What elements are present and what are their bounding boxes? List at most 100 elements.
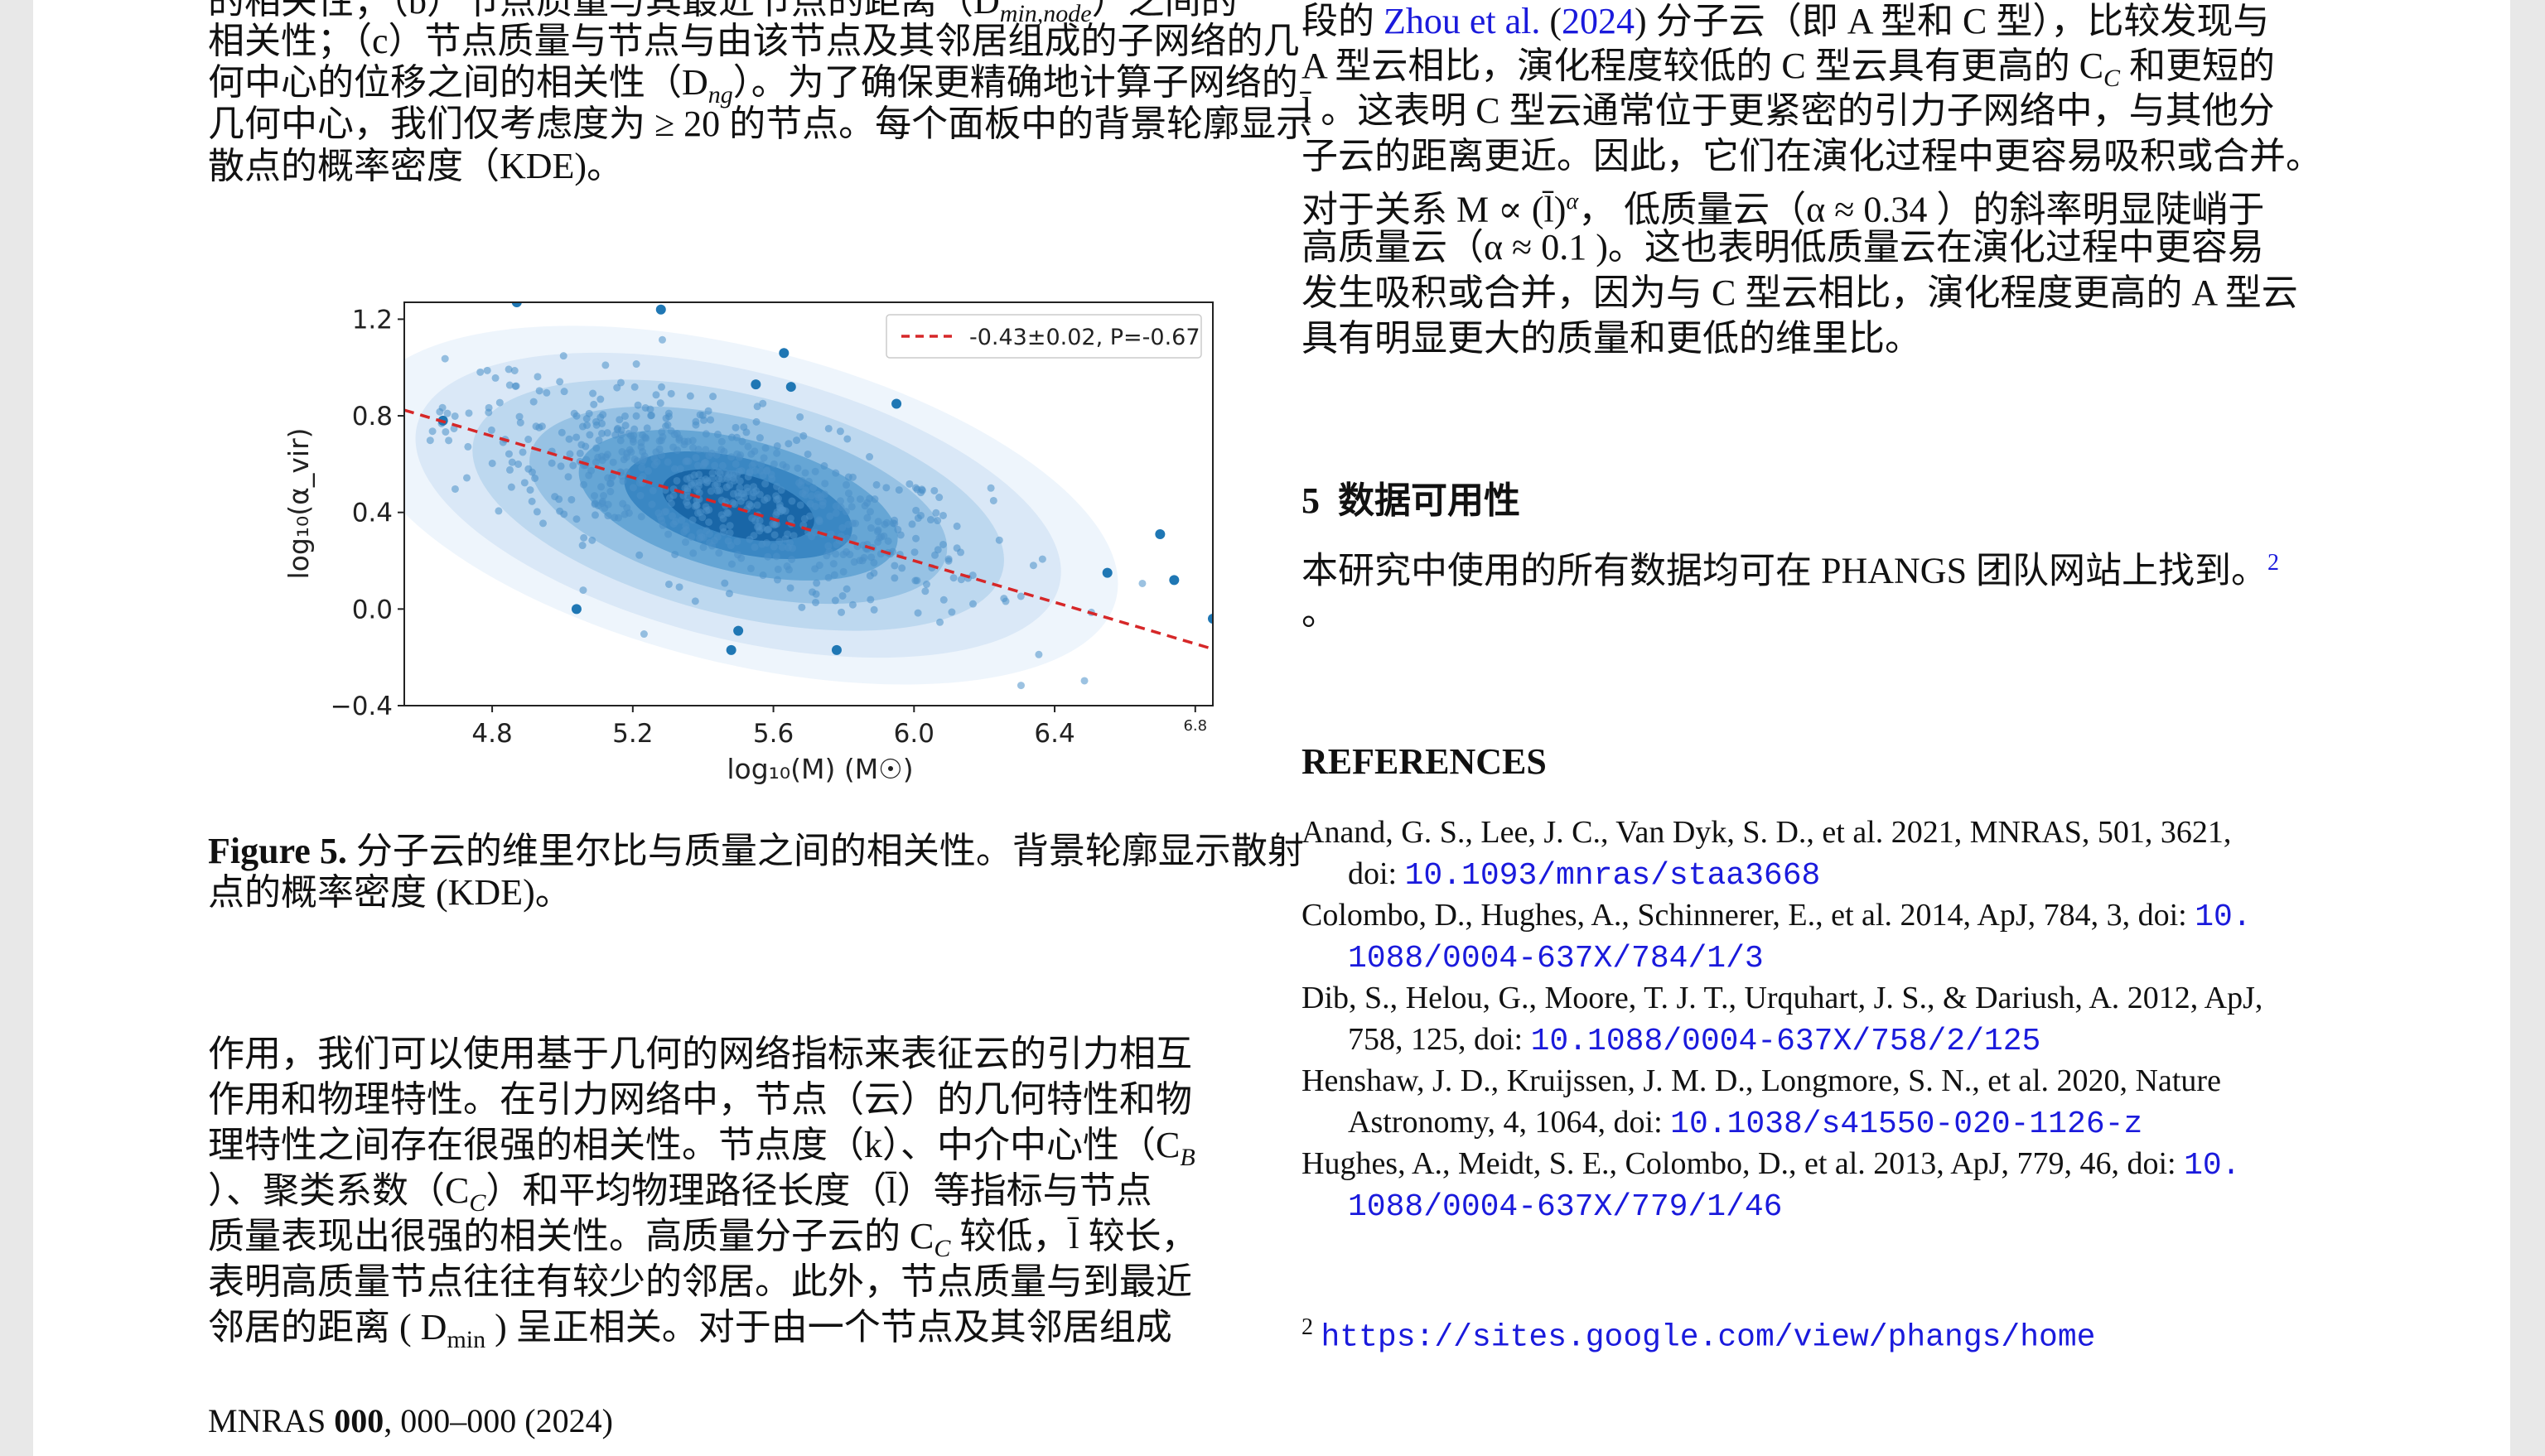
x-tick-label: 6.8 xyxy=(1183,717,1207,735)
doi-link[interactable]: 10. xyxy=(2184,1148,2241,1184)
scatter-point xyxy=(664,458,672,466)
scatter-point xyxy=(1002,597,1010,605)
scatter-point xyxy=(832,509,840,518)
scatter-point xyxy=(655,436,664,445)
left-body-line: 质量表现出很强的相关性。高质量分子云的 CC 较低，l̄ 较长， xyxy=(208,1216,1198,1262)
scatter-point xyxy=(488,459,496,467)
scatter-point xyxy=(744,442,752,451)
scatter-point xyxy=(625,509,633,517)
scatter-point xyxy=(847,495,855,504)
scatter-point xyxy=(761,480,770,488)
scatter-point xyxy=(799,521,808,529)
scatter-point xyxy=(705,506,713,514)
scatter-point xyxy=(867,595,875,604)
scatter-point xyxy=(944,555,953,563)
scatter-point xyxy=(930,486,939,494)
scatter-point xyxy=(721,579,729,587)
scatter-point xyxy=(873,528,881,536)
zhou-citation-link[interactable]: Zhou et al. xyxy=(1384,1,1541,41)
scatter-point xyxy=(1029,562,1037,570)
footnote-ref-link[interactable]: 2 xyxy=(2267,550,2280,576)
scatter-point xyxy=(655,304,666,315)
scatter-point xyxy=(804,477,813,485)
doi-link[interactable]: 10. xyxy=(2195,899,2252,935)
scatter-point xyxy=(754,523,762,531)
doi-link[interactable]: 10.1088/0004-637X/758/2/125 xyxy=(1530,1024,2041,1059)
scatter-point xyxy=(905,480,914,488)
scatter-point xyxy=(622,468,630,476)
scatter-point xyxy=(505,365,513,374)
y-tick-label: 1.2 xyxy=(352,305,393,335)
data-availability-text: 本研究中使用的所有数据均可在 PHANGS 团队网站上找到。2 xyxy=(1301,550,2280,591)
scatter-point xyxy=(812,590,820,598)
scatter-point xyxy=(1102,567,1113,578)
scatter-point xyxy=(576,449,584,457)
scatter-point xyxy=(695,478,703,486)
scatter-point xyxy=(820,462,828,470)
scatter-point xyxy=(725,590,733,598)
doi-link[interactable]: 10.1038/s41550-020-1126-z xyxy=(1670,1106,2143,1142)
scatter-point xyxy=(756,517,764,525)
scatter-point xyxy=(630,425,639,433)
scatter-point xyxy=(848,519,857,528)
scatter-point xyxy=(805,512,814,520)
scatter-point xyxy=(572,433,581,441)
scatter-point xyxy=(699,543,707,552)
scatter-point xyxy=(565,435,573,443)
scatter-point xyxy=(667,389,675,398)
scatter-point xyxy=(483,366,491,374)
scatter-point xyxy=(870,558,878,566)
scatter-point xyxy=(882,518,891,527)
scatter-point xyxy=(726,644,736,655)
scatter-point xyxy=(705,451,713,460)
scatter-point xyxy=(824,542,833,550)
scatter-point xyxy=(590,400,598,408)
scatter-point xyxy=(798,603,806,611)
scatter-point xyxy=(774,494,782,503)
scatter-point xyxy=(811,467,819,475)
doi-link-cont[interactable]: 1088/0004-637X/779/1/46 xyxy=(1348,1189,1783,1225)
doi-link-cont[interactable]: 1088/0004-637X/784/1/3 xyxy=(1348,941,1764,976)
scatter-point xyxy=(569,461,577,470)
scatter-point xyxy=(910,548,919,557)
scatter-point xyxy=(592,444,601,452)
scatter-point xyxy=(740,489,748,498)
scatter-point xyxy=(788,497,796,505)
scatter-point xyxy=(1138,579,1147,587)
scatter-point xyxy=(896,531,905,539)
zhou-year-link[interactable]: 2024 xyxy=(1562,1,1635,41)
scatter-point xyxy=(686,392,694,400)
scatter-point xyxy=(564,473,572,481)
scatter-point xyxy=(948,608,956,616)
left-text-line: 的相关性；（b）节点质量与其最近节点的距离（Dmin,node）之间的 xyxy=(208,0,1238,27)
scatter-point xyxy=(794,464,802,472)
scatter-point xyxy=(682,526,690,534)
scatter-point xyxy=(760,454,768,462)
scatter-point xyxy=(788,555,796,563)
scatter-point xyxy=(1038,555,1046,563)
scatter-point xyxy=(750,532,758,540)
scatter-point xyxy=(629,484,637,492)
phangs-url-link[interactable]: https://sites.google.com/view/phangs/hom… xyxy=(1321,1319,2096,1356)
scatter-point xyxy=(839,567,848,576)
scatter-point xyxy=(932,509,940,517)
scatter-point xyxy=(732,423,740,431)
scatter-point xyxy=(683,457,691,465)
scatter-point xyxy=(733,625,744,636)
scatter-point xyxy=(485,403,493,412)
scatter-point xyxy=(671,550,679,558)
scatter-point xyxy=(658,383,666,391)
scatter-point xyxy=(451,412,459,420)
scatter-point xyxy=(650,454,659,462)
scatter-point xyxy=(507,483,515,491)
scatter-point xyxy=(689,549,698,557)
y-tick-label: 0.0 xyxy=(352,595,393,624)
scatter-point xyxy=(591,492,599,500)
scatter-point xyxy=(723,475,732,483)
scatter-point xyxy=(839,551,848,559)
doi-link[interactable]: 10.1093/mnras/staa3668 xyxy=(1404,858,1821,894)
scatter-point xyxy=(589,389,597,398)
scatter-point xyxy=(632,412,640,420)
scatter-point xyxy=(772,552,780,561)
scatter-point xyxy=(551,493,559,501)
